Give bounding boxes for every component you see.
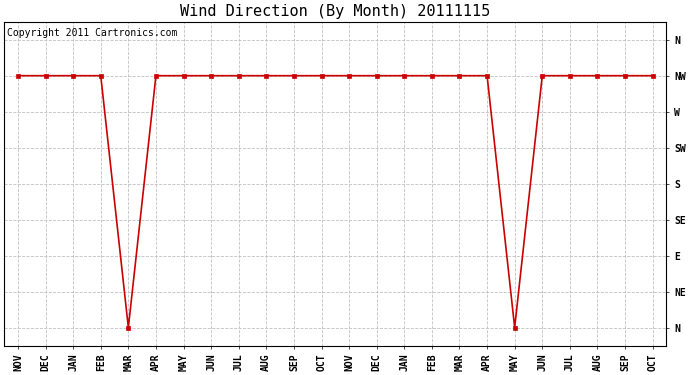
Title: Wind Direction (By Month) 20111115: Wind Direction (By Month) 20111115	[180, 4, 491, 19]
Text: Copyright 2011 Cartronics.com: Copyright 2011 Cartronics.com	[8, 28, 178, 38]
